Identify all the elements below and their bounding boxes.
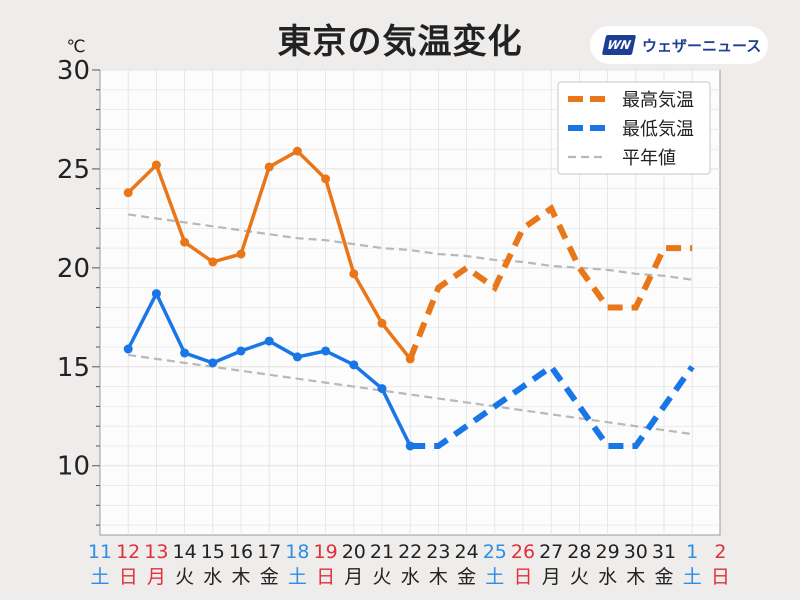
min-temp-point [292,352,302,362]
x-tick-label-day: 20 [342,541,366,563]
max-temp-point [123,188,133,198]
unit-label: ℃ [66,37,85,57]
y-tick-label: 20 [57,254,90,284]
min-temp-point [377,384,387,394]
x-tick-label-weekday: 月 [542,566,561,588]
legend-max-temp-label: 最高気温 [622,90,694,111]
x-tick-label-weekday: 月 [344,566,363,588]
x-tick-label-day: 29 [596,541,620,563]
x-tick-label-weekday: 火 [175,566,194,588]
x-tick-label-weekday: 日 [711,566,730,588]
x-tick-label-weekday: 木 [231,566,250,588]
max-temp-point [236,249,246,259]
x-tick-label-weekday: 木 [626,566,645,588]
max-temp-point [180,237,190,247]
max-temp-point [377,318,387,328]
x-tick-label-day: 18 [285,541,309,563]
x-tick-label-weekday: 土 [683,566,702,588]
x-tick-label-day: 23 [426,541,450,563]
min-temp-point [405,441,415,451]
x-tick-label-day: 2 [714,541,726,563]
x-tick-label-weekday: 水 [401,566,420,588]
x-tick-label-day: 16 [229,541,253,563]
x-tick-label-day: 1 [686,541,698,563]
x-tick-label-day: 13 [144,541,168,563]
x-tick-label-day: 14 [173,541,197,563]
x-tick-label-weekday: 日 [316,566,335,588]
y-tick-label: 15 [57,353,90,383]
x-tick-label-weekday: 金 [654,566,673,588]
x-tick-label-weekday: 日 [119,566,138,588]
x-tick-label-day: 21 [370,541,394,563]
x-tick-label-day: 28 [567,541,591,563]
x-tick-label-weekday: 土 [90,566,109,588]
x-tick-label-weekday: 火 [372,566,391,588]
x-tick-label-day: 15 [201,541,225,563]
y-tick-label: 25 [57,155,90,185]
legend-box [557,81,711,175]
x-tick-label-weekday: 金 [457,566,476,588]
legend-min-temp-label: 最低気温 [622,119,694,140]
x-tick-label-weekday: 土 [288,566,307,588]
min-temp-point [264,336,274,346]
x-tick-label-day: 27 [539,541,563,563]
chart-title: 東京の気温変化 [277,22,523,62]
legend-normal-label: 平年値 [622,148,676,169]
max-temp-point [208,257,218,267]
x-tick-label-weekday: 日 [513,566,532,588]
x-tick-label-weekday: 木 [429,566,448,588]
max-temp-forecast-line [407,204,693,360]
logo-text: ウェザーニュース [642,36,762,55]
x-tick-label-weekday: 火 [570,566,589,588]
weathernews-logo: WN ウェザーニュース [590,26,768,64]
x-tick-label-weekday: 月 [147,566,166,588]
x-tick-label-day: 30 [624,541,648,563]
y-tick-label: 10 [57,452,90,482]
x-tick-label-day: 12 [116,541,140,563]
min-temp-point [151,289,161,299]
y-tick-label: 30 [57,56,90,86]
min-temp-point [349,360,359,370]
normal-high-line [128,213,693,281]
normal-low-line [128,353,693,436]
x-tick-label-weekday: 土 [485,566,504,588]
x-tick-label-day: 17 [257,541,281,563]
x-tick-label-weekday: 金 [260,566,279,588]
max-temp-point [405,354,415,364]
min-temp-point [123,344,133,354]
max-temp-point [264,162,274,172]
min-temp-point [236,346,246,356]
min-temp-forecast-line [410,362,695,449]
x-tick-label-day: 31 [652,541,676,563]
x-tick-label-day: 22 [398,541,422,563]
max-temp-point [349,269,359,279]
x-tick-label-day: 11 [88,541,112,563]
x-tick-label-day: 19 [314,541,338,563]
min-temp-point [180,348,190,358]
x-tick-label-weekday: 水 [203,566,222,588]
x-tick-label-day: 25 [483,541,507,563]
x-tick-label-weekday: 水 [598,566,617,588]
max-temp-point [151,160,161,170]
max-temp-point [292,146,302,156]
x-tick-label-day: 26 [511,541,535,563]
x-tick-label-day: 24 [455,541,479,563]
min-temp-point [208,358,218,368]
min-temp-point [321,346,331,356]
max-temp-point [321,174,331,184]
